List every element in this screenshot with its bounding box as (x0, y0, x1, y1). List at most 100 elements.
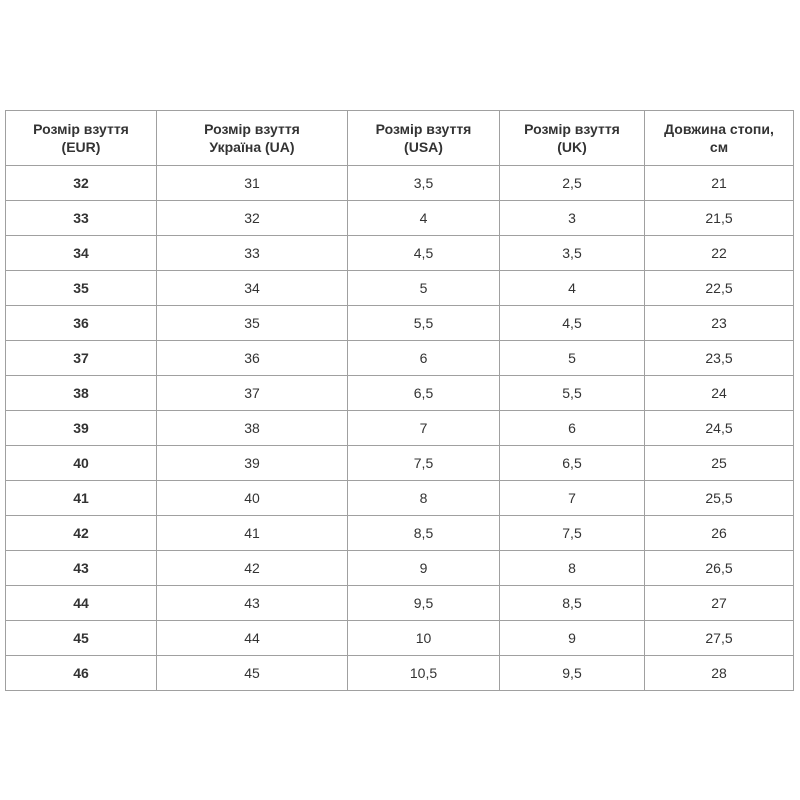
table-cell: 32 (5, 165, 157, 201)
table-cell: 33 (5, 200, 157, 236)
table-cell: 35 (5, 270, 157, 306)
table-cell: 21 (644, 165, 794, 201)
table-row: 42 41 8,5 7,5 26 (5, 515, 794, 551)
table-cell: 23 (644, 305, 794, 341)
table-cell: 5 (499, 340, 645, 376)
column-header: Розмір взуття (USA) (347, 110, 500, 166)
column-header-line: Україна (UA) (209, 139, 295, 155)
table-cell: 7 (347, 410, 500, 446)
table-cell: 27 (644, 585, 794, 621)
table-cell: 32 (156, 200, 348, 236)
table-cell: 22,5 (644, 270, 794, 306)
table-cell: 44 (156, 620, 348, 656)
table-cell: 45 (5, 620, 157, 656)
table-cell: 36 (156, 340, 348, 376)
table-row: 46 45 10,5 9,5 28 (5, 655, 794, 691)
table-row: 45 44 10 9 27,5 (5, 620, 794, 656)
table-cell: 21,5 (644, 200, 794, 236)
table-cell: 39 (156, 445, 348, 481)
table-cell: 22 (644, 235, 794, 271)
table-cell: 4 (499, 270, 645, 306)
table-cell: 34 (5, 235, 157, 271)
table-row: 39 38 7 6 24,5 (5, 410, 794, 446)
table-cell: 40 (5, 445, 157, 481)
table-cell: 4,5 (347, 235, 500, 271)
table-cell: 44 (5, 585, 157, 621)
table-cell: 38 (5, 375, 157, 411)
table-cell: 6,5 (499, 445, 645, 481)
table-cell: 6 (499, 410, 645, 446)
table-cell: 25 (644, 445, 794, 481)
table-cell: 7,5 (347, 445, 500, 481)
table-row: 40 39 7,5 6,5 25 (5, 445, 794, 481)
table-row: 36 35 5,5 4,5 23 (5, 305, 794, 341)
table-row: 38 37 6,5 5,5 24 (5, 375, 794, 411)
table-cell: 36 (5, 305, 157, 341)
table-cell: 9 (347, 550, 500, 586)
table-row: 41 40 8 7 25,5 (5, 480, 794, 516)
table-row: 34 33 4,5 3,5 22 (5, 235, 794, 271)
table-cell: 37 (5, 340, 157, 376)
table-cell: 10 (347, 620, 500, 656)
table-row: 37 36 6 5 23,5 (5, 340, 794, 376)
table-cell: 8,5 (499, 585, 645, 621)
table-cell: 45 (156, 655, 348, 691)
table-cell: 41 (156, 515, 348, 551)
column-header-line: Розмір взуття (375, 121, 472, 137)
column-header-line: Розмір взуття (33, 121, 129, 137)
column-header-line: Довжина стопи, (664, 121, 774, 137)
table-cell: 9,5 (499, 655, 645, 691)
table-cell: 9,5 (347, 585, 500, 621)
table-cell: 38 (156, 410, 348, 446)
table-cell: 35 (156, 305, 348, 341)
table-cell: 3,5 (347, 165, 500, 201)
column-header: Розмір взуття (EUR) (5, 110, 157, 166)
table-cell: 4,5 (499, 305, 645, 341)
header-row: Розмір взуття (EUR) Розмір взуття Україна (… (5, 110, 794, 166)
table-cell: 10,5 (347, 655, 500, 691)
table-cell: 27,5 (644, 620, 794, 656)
table-cell: 8 (347, 480, 500, 516)
table-cell: 42 (156, 550, 348, 586)
table-cell: 25,5 (644, 480, 794, 516)
table-cell: 33 (156, 235, 348, 271)
column-header: Розмір взуття (UK) (499, 110, 645, 166)
table-cell: 5,5 (499, 375, 645, 411)
table-cell: 8 (499, 550, 645, 586)
table-cell: 3,5 (499, 235, 645, 271)
column-header: Розмір взуття Україна (UA) (156, 110, 348, 166)
table-cell: 43 (156, 585, 348, 621)
column-header-line: см (709, 139, 729, 155)
table-cell: 39 (5, 410, 157, 446)
table-cell: 24 (644, 375, 794, 411)
table-cell: 6 (347, 340, 500, 376)
table-cell: 9 (499, 620, 645, 656)
table-cell: 41 (5, 480, 157, 516)
table-cell: 46 (5, 655, 157, 691)
table-cell: 3 (499, 200, 645, 236)
column-header-line: (USA) (404, 139, 443, 155)
shoe-size-table: Розмір взуття (EUR) Розмір взуття Україна (… (5, 110, 794, 691)
table-cell: 34 (156, 270, 348, 306)
table-cell: 42 (5, 515, 157, 551)
table-cell: 6,5 (347, 375, 500, 411)
table-cell: 8,5 (347, 515, 500, 551)
table-cell: 2,5 (499, 165, 645, 201)
column-header-line: Розмір взуття (204, 121, 300, 137)
table-cell: 24,5 (644, 410, 794, 446)
table-row: 44 43 9,5 8,5 27 (5, 585, 794, 621)
table-cell: 26 (644, 515, 794, 551)
table-cell: 40 (156, 480, 348, 516)
table-row: 35 34 5 4 22,5 (5, 270, 794, 306)
table-cell: 5,5 (347, 305, 500, 341)
table-cell: 23,5 (644, 340, 794, 376)
table-cell: 7,5 (499, 515, 645, 551)
column-header-line: (EUR) (61, 139, 101, 155)
table-cell: 4 (347, 200, 500, 236)
table-cell: 28 (644, 655, 794, 691)
column-header-line: (UK) (557, 139, 587, 155)
table-cell: 31 (156, 165, 348, 201)
table-cell: 37 (156, 375, 348, 411)
table-row: 32 31 3,5 2,5 21 (5, 165, 794, 201)
column-header: Довжина стопи, см (644, 110, 794, 166)
